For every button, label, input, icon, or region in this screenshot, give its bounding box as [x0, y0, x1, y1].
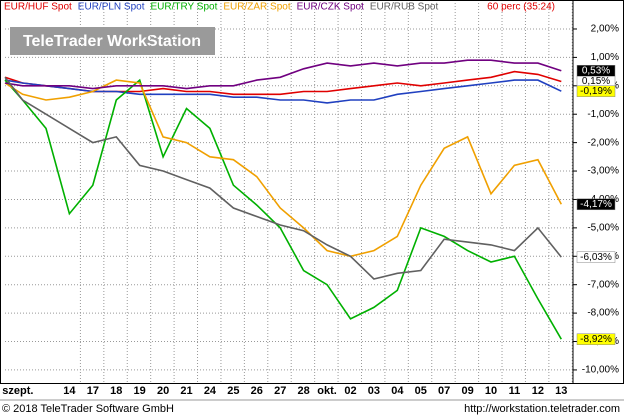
value-label: 0,15% — [582, 76, 610, 87]
y-tick-label: 2,00% — [591, 24, 619, 35]
value-label-box — [576, 85, 616, 97]
y-tick-label: -1,00% — [587, 109, 619, 120]
y-tick-label: -5,00% — [587, 223, 619, 234]
x-tick-label: okt. — [317, 385, 337, 397]
value-label-box — [576, 251, 616, 263]
x-tick-label: 28 — [298, 385, 310, 397]
y-tick-label: -8,00% — [587, 308, 619, 319]
value-label: -4,17% — [580, 199, 612, 210]
legend-entry: EUR/RUB Spot — [370, 2, 439, 13]
legend-entry: EUR/ZAR Spot — [223, 2, 290, 13]
x-tick-label: 07 — [438, 385, 450, 397]
value-label: -0,19% — [580, 86, 612, 97]
x-tick-label: 27 — [274, 385, 286, 397]
legend-entry: EUR/TRY Spot — [151, 2, 218, 13]
x-tick-label: 19 — [134, 385, 146, 397]
x-tick-label: 24 — [204, 385, 217, 397]
value-label: 0,53% — [582, 65, 610, 76]
value-label-box — [576, 64, 616, 77]
watermark-box — [10, 27, 215, 55]
x-tick-label: 04 — [391, 385, 404, 397]
y-tick-label: 1,00% — [591, 52, 619, 63]
copyright: © 2018 TeleTrader Software GmbH — [2, 403, 174, 415]
x-tick-label: 05 — [415, 385, 427, 397]
x-tick-label: 13 — [555, 385, 567, 397]
x-tick-label: 03 — [368, 385, 380, 397]
y-tick-label: -7,00% — [587, 279, 619, 290]
watermark: TeleTrader WorkStation — [23, 33, 201, 50]
period-label: 60 perc (35:24) — [487, 2, 555, 13]
value-label-box — [576, 333, 616, 345]
series-line — [4, 76, 562, 280]
y-tick-label: -3,00% — [587, 166, 619, 177]
y-tick-label: -2,00% — [587, 137, 619, 148]
legend-entry: EUR/CZK Spot — [297, 2, 364, 13]
x-tick-label: 10 — [485, 385, 497, 397]
x-tick-label: 12 — [532, 385, 544, 397]
series-line — [4, 79, 563, 258]
url: http://workstation.teletrader.com — [464, 403, 620, 415]
series-line — [4, 78, 562, 340]
x-tick-label: 09 — [461, 385, 473, 397]
x-tick-label: 21 — [180, 385, 192, 397]
value-label: -8,92% — [580, 334, 612, 345]
x-tick-label: 25 — [227, 385, 239, 397]
x-tick-label: 26 — [251, 385, 263, 397]
legend-entry: EUR/HUF Spot — [4, 2, 72, 13]
x-tick-label: 20 — [157, 385, 169, 397]
x-tick-label: 11 — [509, 385, 521, 397]
x-tick-label: szept. — [2, 385, 33, 397]
value-label: -6,03% — [580, 252, 612, 263]
series-line — [4, 59, 562, 90]
legend-entry: EUR/PLN Spot — [78, 2, 145, 13]
x-tick-label: 14 — [63, 385, 76, 397]
y-tick-label: -10,00% — [582, 365, 619, 376]
x-tick-label: 18 — [110, 385, 122, 397]
x-tick-label: 17 — [87, 385, 99, 397]
value-label-box — [576, 198, 616, 211]
x-tick-label: 02 — [344, 385, 356, 397]
